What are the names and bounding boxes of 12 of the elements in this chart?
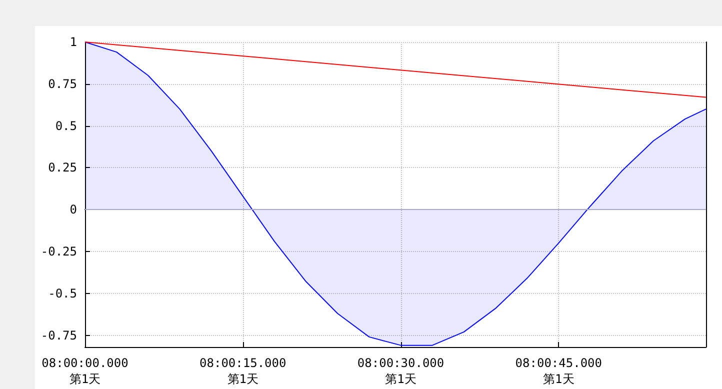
y-tick-label: -0.5 <box>48 286 77 300</box>
x-tick-label: 08:00:45.000 第1天 <box>515 356 602 386</box>
x-tick-label: 08:00:30.000 第1天 <box>357 356 444 386</box>
y-tick-label: 1 <box>70 35 77 49</box>
y-tick-label: -0.25 <box>40 244 77 258</box>
y-tick-label: 0.75 <box>48 76 77 91</box>
x-tick-label: 08:00:00.000 第1天 <box>42 356 128 386</box>
y-tick-label: -0.75 <box>40 328 77 342</box>
y-tick-label: 0.25 <box>48 160 77 175</box>
y-tick-label: 0.5 <box>55 118 77 133</box>
y-tick-label: 0 <box>70 202 77 217</box>
x-tick-label: 08:00:15.000 第1天 <box>200 356 286 386</box>
